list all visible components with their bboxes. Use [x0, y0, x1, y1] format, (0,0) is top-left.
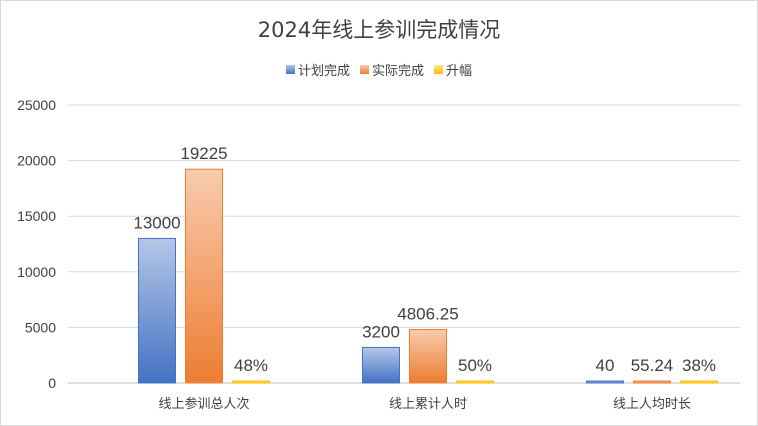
- category-label: 线上累计人时: [389, 397, 467, 412]
- legend-item: 升幅: [434, 60, 472, 79]
- legend: 计划完成 实际完成 升幅: [0, 60, 758, 79]
- data-label: 50%: [458, 356, 492, 375]
- legend-swatch: [359, 65, 369, 74]
- data-label: 55.24: [631, 356, 674, 375]
- legend-swatch: [434, 65, 443, 74]
- data-label: 48%: [234, 356, 268, 375]
- bar-1-2: [362, 346, 400, 384]
- data-label: 3200: [362, 322, 400, 341]
- bar-2-3: [633, 380, 671, 384]
- bar-3-2: [456, 380, 494, 384]
- legend-swatch: [285, 65, 295, 74]
- bar-3-3: [680, 380, 718, 384]
- y-tick-label: 25000: [17, 97, 56, 113]
- bar-1-3: [586, 380, 624, 384]
- legend-item: 实际完成: [359, 60, 424, 79]
- data-label: 38%: [682, 356, 716, 375]
- legend-label: 升幅: [446, 64, 473, 79]
- y-tick-label: 20000: [17, 153, 56, 169]
- data-label: 4806.25: [397, 305, 458, 324]
- bar-1-1: [138, 237, 176, 384]
- data-label: 19225: [180, 144, 227, 163]
- data-label: 40: [596, 356, 615, 375]
- chart-title: 2024年线上参训完成情况: [257, 18, 501, 42]
- category-label: 线上人均时长: [613, 397, 691, 412]
- legend-label: 实际完成: [371, 64, 424, 79]
- category-label: 线上参训总人次: [158, 396, 249, 412]
- y-tick-label: 5000: [25, 319, 56, 335]
- bar-3-1: [232, 380, 270, 384]
- y-tick-label: 0: [48, 375, 56, 391]
- y-tick-label: 15000: [17, 208, 56, 224]
- bar-2-2: [409, 329, 447, 384]
- data-label: 13000: [133, 213, 180, 232]
- y-tick-label: 10000: [17, 264, 56, 280]
- bar-2-1: [185, 168, 223, 384]
- legend-label: 计划完成: [297, 64, 350, 79]
- legend-item: 计划完成: [285, 60, 350, 79]
